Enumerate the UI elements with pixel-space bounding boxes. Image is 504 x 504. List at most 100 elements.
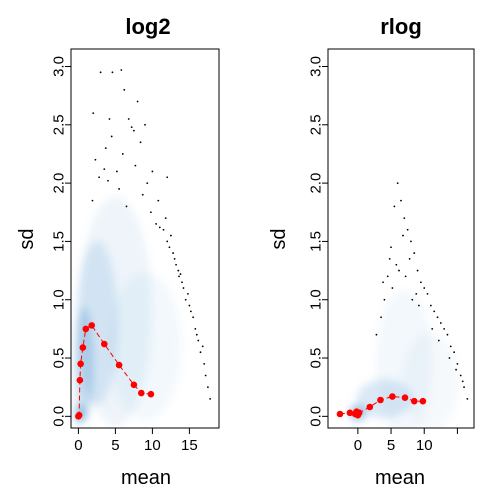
outlier-point [436,316,439,319]
outlier-point [108,118,111,120]
outlier-point [420,281,422,284]
trend-point [76,376,84,384]
y-axis-label: sd [16,228,38,249]
outlier-point [375,333,378,336]
outlier-point [168,246,171,249]
outlier-point [446,333,449,336]
outlier-point [431,327,434,330]
outlier-point [455,368,457,371]
y-tick-label: 2.5 [51,114,68,135]
outlier-point [189,310,192,313]
y-tick-label: 0.5 [51,348,68,369]
panel-log2: log2 mean sd 0 5 10 15 0.0 0.5 1.0 1.5 2.0 2.5 3.… [16,14,220,489]
outlier-point [408,258,411,260]
x-tick-label: 0 [354,437,362,454]
outlier-point [466,397,469,400]
outlier-point [380,316,382,319]
outlier-point [172,252,175,254]
outlier-point [170,234,172,237]
outlier-point [433,310,436,313]
outlier-point [179,273,182,275]
outlier-point [388,258,391,260]
outlier-point [207,386,209,389]
outlier-point [157,199,160,202]
outlier-point [151,170,154,173]
outlier-point [139,141,142,144]
outlier-point [195,333,198,336]
trend-point [79,344,87,351]
trend-point [410,397,418,405]
outlier-point [426,292,429,295]
trend-point [82,325,90,333]
outlier-point [403,217,406,219]
outlier-point [439,322,442,324]
outlier-point [461,380,464,383]
outlier-point [98,176,101,179]
outlier-point [383,298,386,301]
outlier-point [118,188,120,190]
trend-point [355,409,363,417]
outlier-point [391,287,394,289]
outlier-point [201,345,204,348]
outlier-point [416,269,419,272]
x-tick-label: 15 [181,437,198,454]
outlier-point [184,298,187,301]
outlier-point [398,269,400,272]
x-tick-label: 10 [144,437,161,454]
outlier-point [133,129,135,132]
x-tick-label: 5 [111,437,119,454]
outlier-point [188,304,191,307]
x-axis: 0 5 10 15 [74,427,198,454]
outlier-point [411,298,414,301]
outlier-point [155,223,158,225]
density-cloud [74,197,182,426]
outlier-points [375,182,469,400]
outlier-point [203,362,206,365]
density-cloud [349,290,459,428]
outlier-point [395,263,398,266]
outlier-point [141,193,144,196]
panel-title: log2 [125,14,170,39]
outlier-point [91,199,94,202]
outlier-point [418,304,420,307]
x-axis-label: mean [121,467,171,489]
trend-point [115,361,123,369]
outlier-point [120,69,123,71]
outlier-point [121,153,124,155]
trend-point [419,397,427,405]
outlier-point [459,374,462,377]
trend-point [389,393,396,400]
outlier-point [158,226,161,229]
panel-rlog: rlog mean sd 0 5 10 0.0 0.5 1.0 1.5 2.0 2.5 3.0 [268,14,475,489]
trend-series [75,322,155,420]
y-axis: 0.0 0.5 1.0 1.5 2.0 2.5 3.0 [308,56,329,427]
trend-point [75,411,83,419]
outlier-point [164,217,167,219]
outlier-points [91,69,212,400]
y-tick-label: 2.0 [308,173,325,194]
outlier-point [115,170,118,173]
trend-point [138,389,145,397]
y-tick-label: 1.0 [51,289,68,310]
outlier-point [443,327,446,330]
outlier-point [146,182,149,185]
y-tick-label: 3.0 [51,56,68,77]
outlier-point [437,339,440,342]
outlier-point [173,258,176,260]
outlier-point [125,205,128,208]
outlier-point [110,135,113,138]
trend-point [336,410,344,418]
outlier-point [402,234,404,237]
density-blob [108,272,182,420]
outlier-point [453,351,455,354]
outlier-point [130,126,133,129]
trend-point [147,390,155,398]
outlier-point [406,228,409,231]
outlier-point [178,275,180,278]
outlier-point [166,176,169,179]
outlier-point [209,397,212,400]
outlier-point [134,164,137,167]
y-axis: 0.0 0.5 1.0 1.5 2.0 2.5 3.0 [51,56,72,427]
outlier-point [199,351,202,354]
